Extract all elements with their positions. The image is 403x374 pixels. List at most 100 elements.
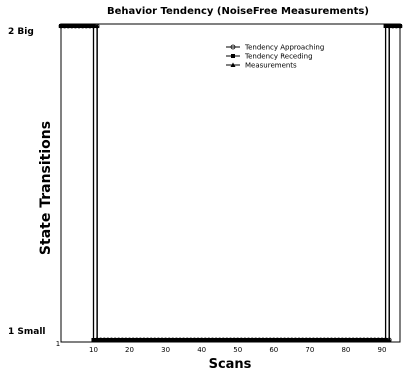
data-point	[307, 337, 313, 342]
data-point	[83, 23, 89, 28]
data-point	[202, 337, 208, 342]
x-tick-label: 20	[125, 346, 134, 354]
legend-item: Measurements	[226, 62, 297, 70]
data-point	[224, 337, 230, 342]
legend-label: Tendency Approaching	[244, 44, 324, 52]
data-point	[303, 337, 309, 342]
data-point	[292, 337, 298, 342]
data-point	[195, 337, 201, 342]
data-point	[137, 337, 143, 342]
data-point	[368, 337, 374, 342]
data-point	[238, 337, 244, 342]
data-point	[296, 337, 302, 342]
data-point	[105, 337, 111, 342]
data-point	[213, 337, 219, 342]
data-point	[314, 337, 320, 342]
data-point	[94, 337, 100, 342]
data-point	[332, 337, 338, 342]
data-point	[318, 337, 324, 342]
legend-label: Tendency Receding	[244, 53, 313, 61]
legend-marker	[230, 62, 236, 67]
data-point	[372, 337, 378, 342]
data-point	[285, 337, 291, 342]
data-point	[264, 337, 270, 342]
data-point	[62, 23, 68, 28]
x-tick-label: 90	[378, 346, 387, 354]
data-point	[91, 338, 96, 342]
data-point	[347, 337, 353, 342]
data-point	[123, 337, 129, 342]
data-point	[76, 23, 82, 28]
chart-title: Behavior Tendency (NoiseFree Measurement…	[107, 6, 369, 17]
legend-item: Tendency Receding	[226, 53, 313, 61]
data-point	[249, 337, 255, 342]
legend-item: Tendency Approaching	[226, 44, 324, 52]
data-point	[246, 337, 252, 342]
data-point	[354, 337, 360, 342]
data-point	[101, 337, 107, 342]
series-3	[58, 23, 403, 342]
data-point	[350, 337, 356, 342]
data-point	[343, 337, 349, 342]
data-point	[209, 337, 215, 342]
data-point	[260, 337, 266, 342]
legend-marker	[230, 44, 236, 50]
x-tick-label: 60	[269, 346, 278, 354]
data-point	[127, 337, 133, 342]
data-point	[393, 23, 399, 28]
data-point	[375, 337, 381, 342]
data-point	[155, 337, 161, 342]
x-tick-label: 80	[341, 346, 350, 354]
legend-label: Measurements	[245, 62, 297, 70]
data-point	[141, 337, 147, 342]
data-point	[159, 337, 165, 342]
data-point	[336, 337, 342, 342]
data-point	[325, 337, 331, 342]
data-point	[206, 337, 212, 342]
data-point	[90, 23, 96, 28]
data-point	[397, 23, 403, 28]
data-point	[386, 337, 392, 342]
data-point	[231, 337, 237, 342]
data-point	[80, 23, 86, 28]
data-point	[379, 337, 385, 342]
data-point	[181, 337, 187, 342]
data-point	[365, 337, 371, 342]
data-point	[170, 337, 176, 342]
x-tick-label: 70	[305, 346, 314, 354]
data-point	[108, 337, 114, 342]
data-point	[69, 23, 75, 28]
data-point	[217, 337, 223, 342]
data-point	[235, 337, 241, 342]
data-point	[282, 337, 288, 342]
data-point	[300, 337, 306, 342]
data-point	[166, 337, 172, 342]
data-point	[267, 337, 273, 342]
data-point	[253, 337, 259, 342]
data-point	[228, 337, 233, 342]
data-point	[383, 24, 388, 28]
x-tick-label: 50	[233, 346, 242, 354]
legend-marker	[231, 54, 235, 58]
y-category-small: 1 Small	[8, 327, 46, 337]
x-axis-origin-label: 1	[56, 340, 60, 348]
data-point	[188, 337, 194, 342]
data-point	[130, 337, 136, 342]
data-point	[65, 23, 71, 28]
data-point	[148, 337, 154, 342]
data-point	[383, 337, 389, 342]
data-point	[321, 337, 327, 342]
data-point	[339, 337, 345, 342]
x-tick-label: 10	[89, 346, 98, 354]
data-point	[145, 337, 151, 342]
data-point	[152, 337, 158, 342]
x-axis-label: Scans	[209, 357, 252, 372]
data-point	[72, 23, 78, 28]
data-point	[199, 337, 205, 342]
data-point	[220, 337, 226, 342]
data-point	[278, 337, 284, 342]
y-axis-label: State Transitions	[38, 121, 54, 255]
data-point	[289, 337, 295, 342]
